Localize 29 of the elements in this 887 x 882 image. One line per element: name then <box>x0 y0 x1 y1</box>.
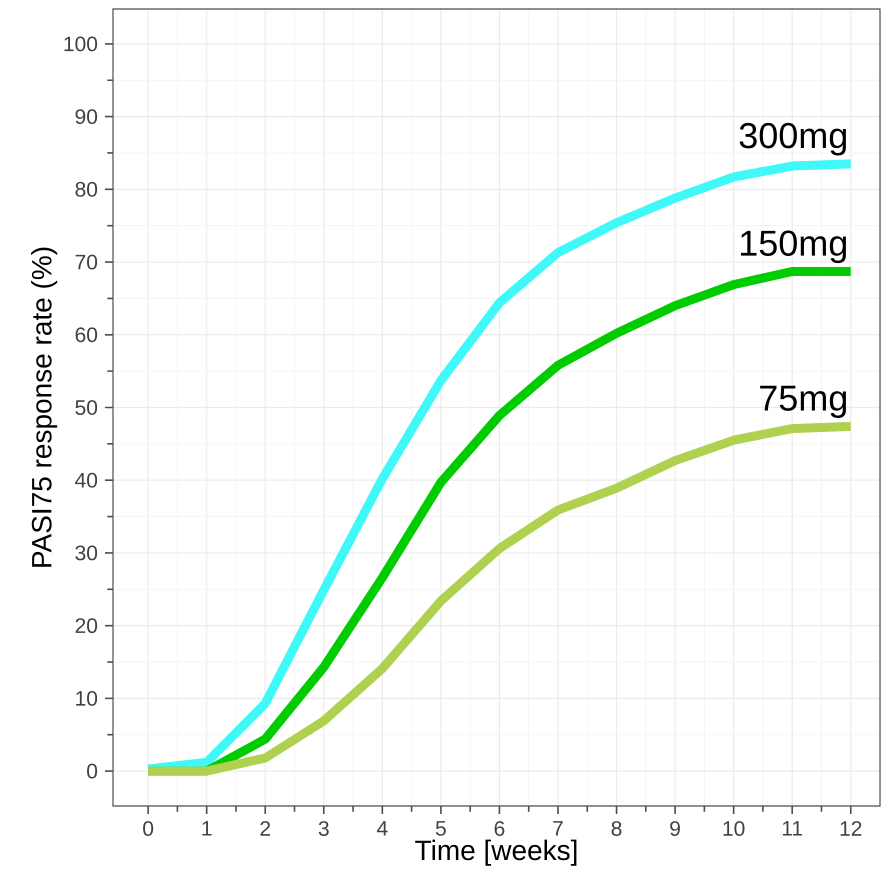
x-tick-label: 1 <box>202 821 212 836</box>
y-tick-label: 40 <box>75 472 98 488</box>
x-axis-title: Time [weeks] <box>415 840 576 866</box>
x-tick-label: 9 <box>670 821 680 836</box>
y-tick-label: 50 <box>75 400 98 415</box>
y-tick-label: 70 <box>76 254 98 270</box>
y-tick-label: 20 <box>76 618 98 634</box>
x-tick-label: 3 <box>318 821 329 836</box>
x-tick-label: 11 <box>782 821 802 836</box>
series-label: 75mg <box>760 386 846 418</box>
y-tick-label: 0 <box>87 764 98 779</box>
y-tick-label: 10 <box>76 690 98 706</box>
x-tick-label: 7 <box>553 821 563 836</box>
y-tick-label: 30 <box>75 546 98 560</box>
y-tick-label: 90 <box>76 109 98 124</box>
x-tick-label: 5 <box>436 821 446 836</box>
x-tick-label: 4 <box>376 821 388 836</box>
x-tick-label: 2 <box>260 821 270 836</box>
y-tick-label: 60 <box>76 327 98 342</box>
y-axis-title: PASI75 response rate (%) <box>31 248 58 567</box>
x-tick-label: 8 <box>612 821 622 836</box>
x-tick-label: 10 <box>724 821 744 836</box>
x-tick-label: 6 <box>494 821 504 836</box>
x-tick-label: 0 <box>143 821 154 836</box>
y-tick-label: 100 <box>64 36 98 52</box>
x-tick-label: 12 <box>840 821 862 836</box>
y-tick-label: 80 <box>75 182 98 197</box>
series-label: 300mg <box>740 122 846 156</box>
series-label: 150mg <box>740 230 846 264</box>
